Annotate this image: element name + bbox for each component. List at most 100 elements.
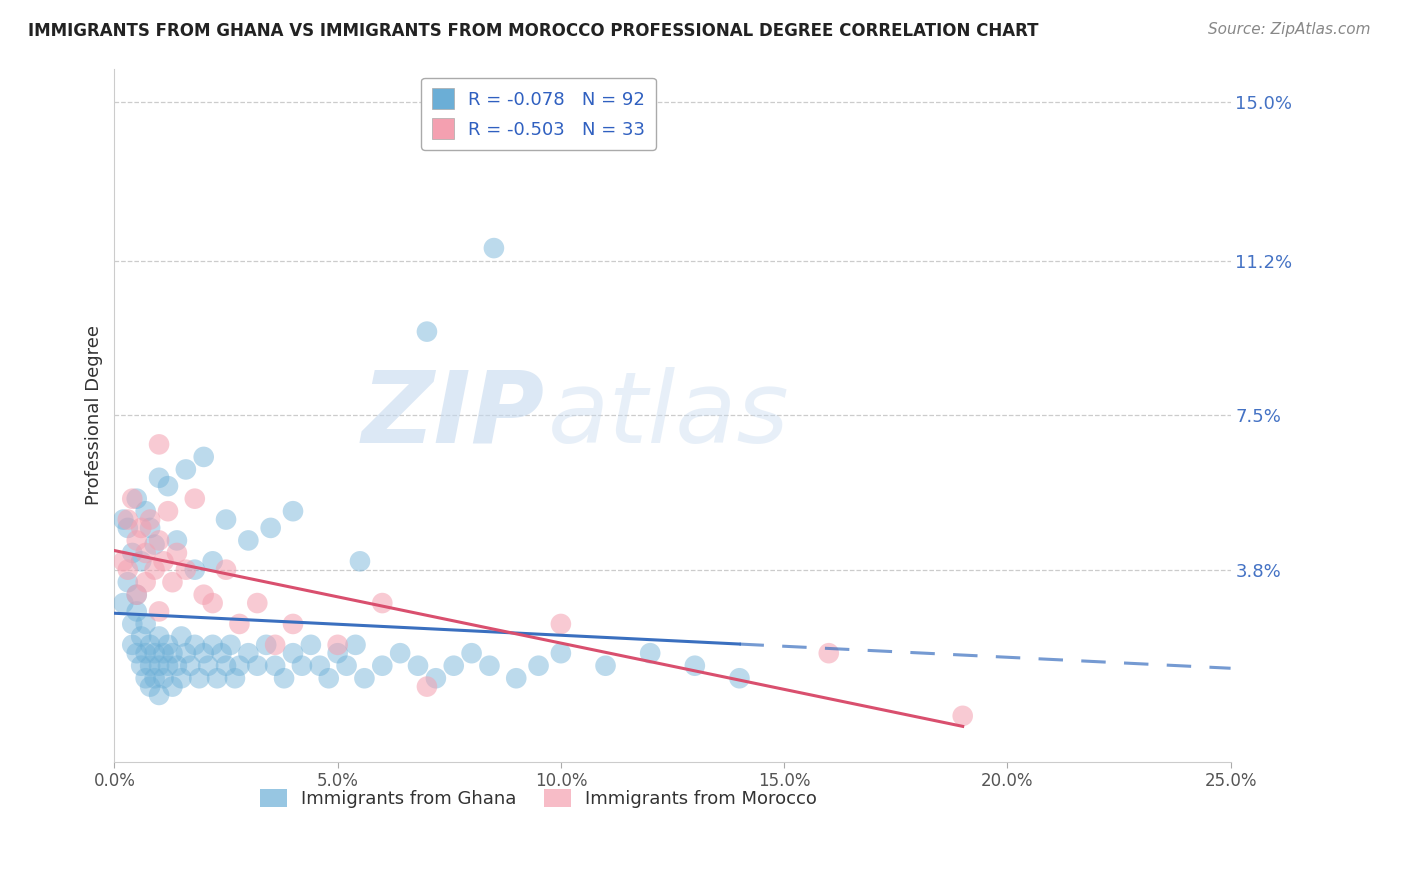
Point [193, 450, 215, 464]
Point [291, 658, 314, 673]
Point [125, 491, 148, 506]
Text: ZIP: ZIP [361, 367, 544, 464]
Point [228, 658, 250, 673]
Point [205, 671, 228, 685]
Point [174, 646, 197, 660]
Text: Source: ZipAtlas.com: Source: ZipAtlas.com [1208, 22, 1371, 37]
Point [184, 563, 207, 577]
Point [443, 658, 465, 673]
Point [482, 241, 505, 255]
Point [728, 671, 751, 685]
Point [148, 688, 170, 702]
Point [143, 671, 166, 685]
Point [148, 533, 170, 548]
Point [162, 575, 184, 590]
Point [349, 554, 371, 568]
Point [125, 533, 148, 548]
Point [281, 504, 304, 518]
Point [215, 658, 238, 673]
Point [353, 671, 375, 685]
Point [326, 646, 349, 660]
Point [817, 646, 839, 660]
Point [215, 512, 238, 526]
Point [156, 658, 179, 673]
Point [201, 638, 224, 652]
Point [112, 512, 135, 526]
Point [129, 554, 152, 568]
Point [224, 671, 246, 685]
Text: IMMIGRANTS FROM GHANA VS IMMIGRANTS FROM MOROCCO PROFESSIONAL DEGREE CORRELATION: IMMIGRANTS FROM GHANA VS IMMIGRANTS FROM… [28, 22, 1039, 40]
Text: atlas: atlas [547, 367, 789, 464]
Point [299, 638, 322, 652]
Point [201, 596, 224, 610]
Point [117, 521, 139, 535]
Point [166, 546, 188, 560]
Point [416, 325, 439, 339]
Point [135, 504, 157, 518]
Point [184, 491, 207, 506]
Point [425, 671, 447, 685]
Point [219, 638, 242, 652]
Point [112, 596, 135, 610]
Point [129, 658, 152, 673]
Point [188, 671, 211, 685]
Point [162, 646, 184, 660]
Point [174, 563, 197, 577]
Point [121, 546, 143, 560]
Point [139, 521, 162, 535]
Point [550, 646, 572, 660]
Point [264, 638, 287, 652]
Point [148, 604, 170, 618]
Point [152, 554, 174, 568]
Point [121, 638, 143, 652]
Point [117, 512, 139, 526]
Point [143, 646, 166, 660]
Point [152, 671, 174, 685]
Point [238, 533, 260, 548]
Point [193, 646, 215, 660]
Point [246, 596, 269, 610]
Point [335, 658, 357, 673]
Point [129, 630, 152, 644]
Point [148, 471, 170, 485]
Point [156, 504, 179, 518]
Point [638, 646, 661, 660]
Point [406, 658, 429, 673]
Point [125, 604, 148, 618]
Point [201, 554, 224, 568]
Point [139, 512, 162, 526]
Point [121, 491, 143, 506]
Point [550, 617, 572, 632]
Point [135, 546, 157, 560]
Point [193, 588, 215, 602]
Point [238, 646, 260, 660]
Point [143, 538, 166, 552]
Point [211, 646, 233, 660]
Point [179, 658, 201, 673]
Point [121, 617, 143, 632]
Point [156, 638, 179, 652]
Point [125, 646, 148, 660]
Point [326, 638, 349, 652]
Point [318, 671, 340, 685]
Legend: Immigrants from Ghana, Immigrants from Morocco: Immigrants from Ghana, Immigrants from M… [253, 781, 824, 815]
Point [281, 646, 304, 660]
Point [112, 554, 135, 568]
Point [129, 521, 152, 535]
Point [308, 658, 330, 673]
Point [148, 437, 170, 451]
Point [170, 671, 193, 685]
Point [148, 630, 170, 644]
Point [371, 596, 394, 610]
Point [264, 658, 287, 673]
Point [117, 575, 139, 590]
Point [371, 658, 394, 673]
Point [174, 462, 197, 476]
Y-axis label: Professional Degree: Professional Degree [86, 326, 103, 505]
Point [135, 617, 157, 632]
Point [117, 563, 139, 577]
Point [170, 630, 193, 644]
Point [148, 658, 170, 673]
Point [156, 479, 179, 493]
Point [460, 646, 482, 660]
